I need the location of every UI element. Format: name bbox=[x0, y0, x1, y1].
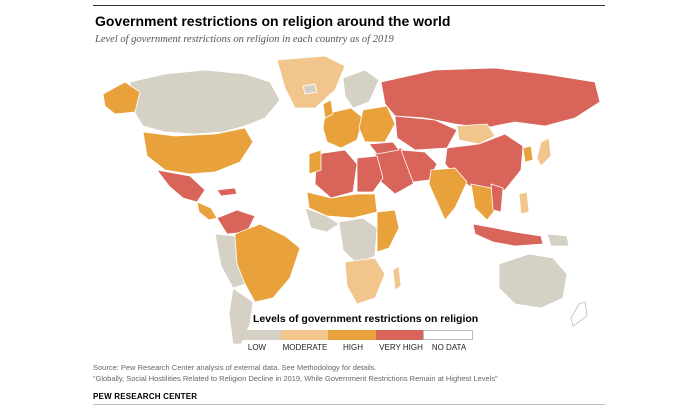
region-iran[interactable] bbox=[400, 149, 438, 183]
legend-swatch-very-high bbox=[375, 330, 424, 340]
region-north-africa-west[interactable] bbox=[314, 149, 358, 199]
bottom-rule bbox=[93, 404, 605, 405]
region-japan[interactable] bbox=[536, 137, 552, 167]
report-citation: “Globally, Social Hostilities Related to… bbox=[93, 374, 498, 383]
region-australia[interactable] bbox=[498, 253, 568, 309]
legend-swatch-moderate bbox=[280, 330, 329, 340]
region-central-africa[interactable] bbox=[338, 217, 378, 265]
region-india[interactable] bbox=[428, 167, 468, 221]
region-morocco[interactable] bbox=[308, 149, 322, 175]
region-cuba[interactable] bbox=[216, 187, 238, 197]
region-venezuela[interactable] bbox=[216, 209, 256, 235]
region-madagascar[interactable] bbox=[392, 265, 402, 291]
region-turkey[interactable] bbox=[368, 141, 400, 155]
region-greenland[interactable] bbox=[276, 55, 346, 109]
chart-title: Government restrictions on religion arou… bbox=[95, 13, 451, 29]
region-peru[interactable] bbox=[214, 233, 246, 289]
legend-label-moderate: MODERATE bbox=[282, 343, 328, 352]
region-canada[interactable] bbox=[129, 69, 281, 135]
legend-label-high: HIGH bbox=[343, 343, 363, 352]
region-iceland[interactable] bbox=[302, 83, 318, 95]
region-central-america[interactable] bbox=[196, 201, 218, 221]
region-scandinavia[interactable] bbox=[342, 69, 380, 109]
region-alaska[interactable] bbox=[102, 81, 141, 115]
region-mongolia[interactable] bbox=[456, 123, 496, 145]
region-north-africa-east[interactable] bbox=[356, 155, 384, 193]
region-png[interactable] bbox=[546, 233, 570, 247]
region-brazil[interactable] bbox=[232, 223, 301, 303]
region-southern-africa[interactable] bbox=[344, 257, 386, 305]
world-map bbox=[102, 55, 601, 345]
region-philippines[interactable] bbox=[518, 191, 530, 215]
legend-label-very-high: VERY HIGH bbox=[379, 343, 423, 352]
legend-label-low: LOW bbox=[247, 343, 267, 352]
legend-swatch-high bbox=[328, 330, 376, 340]
region-new-zealand[interactable] bbox=[570, 301, 588, 327]
legend-swatch-no-data bbox=[423, 330, 473, 340]
legend-title: Levels of government restrictions on rel… bbox=[253, 313, 479, 325]
region-western-europe[interactable] bbox=[322, 107, 364, 149]
legend-color-bar bbox=[233, 330, 473, 340]
region-uk[interactable] bbox=[322, 99, 334, 119]
region-east-africa[interactable] bbox=[376, 209, 400, 253]
region-west-africa[interactable] bbox=[304, 207, 340, 233]
region-southeast-asia[interactable] bbox=[470, 183, 498, 221]
chart-subtitle: Level of government restrictions on reli… bbox=[95, 34, 394, 45]
top-rule bbox=[93, 5, 605, 6]
region-korea[interactable] bbox=[522, 145, 534, 163]
legend-swatch-low bbox=[233, 330, 281, 340]
region-indonesia[interactable] bbox=[472, 223, 544, 247]
source-note: Source: Pew Research Center analysis of … bbox=[93, 363, 377, 372]
legend-labels: LOW MODERATE HIGH VERY HIGH NO DATA bbox=[233, 343, 473, 352]
region-mexico[interactable] bbox=[156, 169, 206, 203]
brand-logo: PEW RESEARCH CENTER bbox=[93, 392, 198, 401]
region-united-states[interactable] bbox=[142, 127, 254, 175]
region-eastern-europe[interactable] bbox=[358, 105, 396, 143]
region-vietnam[interactable] bbox=[490, 183, 504, 213]
legend-label-no-data: NO DATA bbox=[431, 343, 467, 352]
